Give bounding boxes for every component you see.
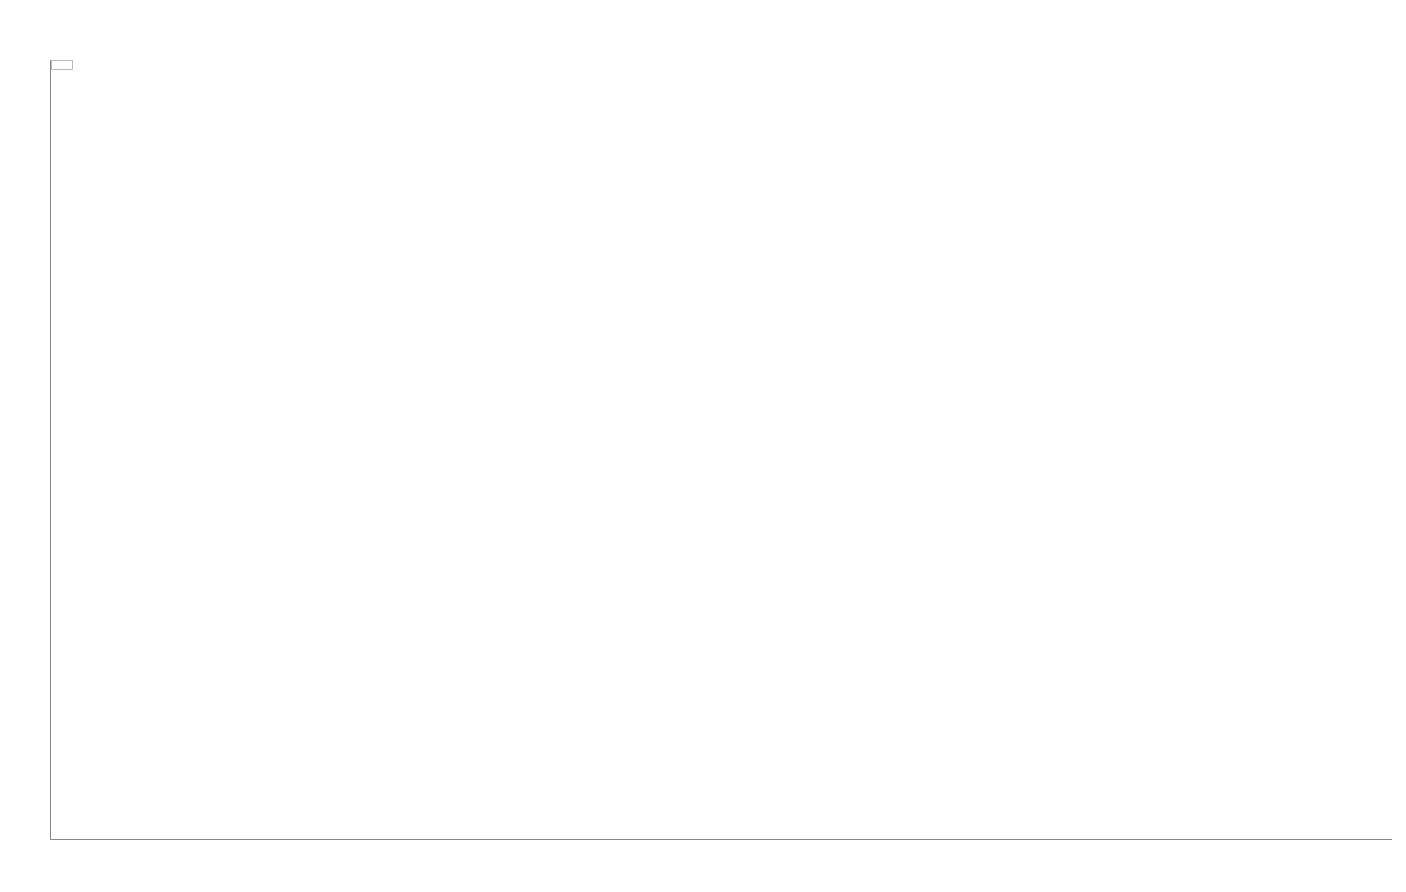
chart-svg — [51, 60, 1393, 840]
correlation-stats-box — [51, 60, 73, 70]
scatter-chart — [50, 60, 1392, 840]
